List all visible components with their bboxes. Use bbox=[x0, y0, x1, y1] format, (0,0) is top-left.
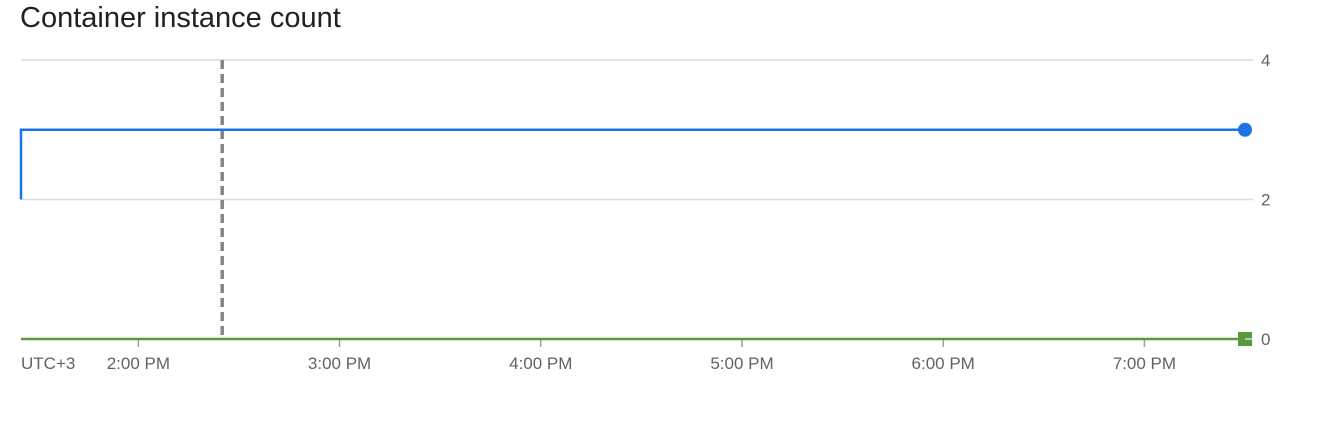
series-layer bbox=[19, 122, 1252, 346]
chart-title: Container instance count bbox=[20, 2, 341, 34]
series-end-point-0 bbox=[1238, 122, 1252, 137]
x-tick-label: 3:00 PM bbox=[308, 354, 371, 373]
y-axis: 0 2 4 bbox=[1245, 51, 1270, 349]
x-tick-label: 4:00 PM bbox=[509, 354, 572, 373]
x-tick-label: 2:00 PM bbox=[107, 354, 170, 373]
y-tick-label: 0 bbox=[1261, 330, 1270, 349]
x-tick-label: 7:00 PM bbox=[1113, 354, 1176, 373]
y-tick-label: 4 bbox=[1261, 51, 1270, 70]
x-tick-label: 5:00 PM bbox=[710, 354, 773, 373]
x-axis: UTC+3 2:00 PM 3:00 PM 4:00 PM 5:00 PM 6:00 PM… bbox=[21, 338, 1245, 373]
y-tick-label: 2 bbox=[1261, 191, 1270, 210]
series-line-0 bbox=[19, 128, 1245, 200]
x-tick-label: 6:00 PM bbox=[912, 354, 975, 373]
grid-layer bbox=[21, 59, 1245, 201]
x-timezone-label: UTC+3 bbox=[21, 354, 75, 373]
